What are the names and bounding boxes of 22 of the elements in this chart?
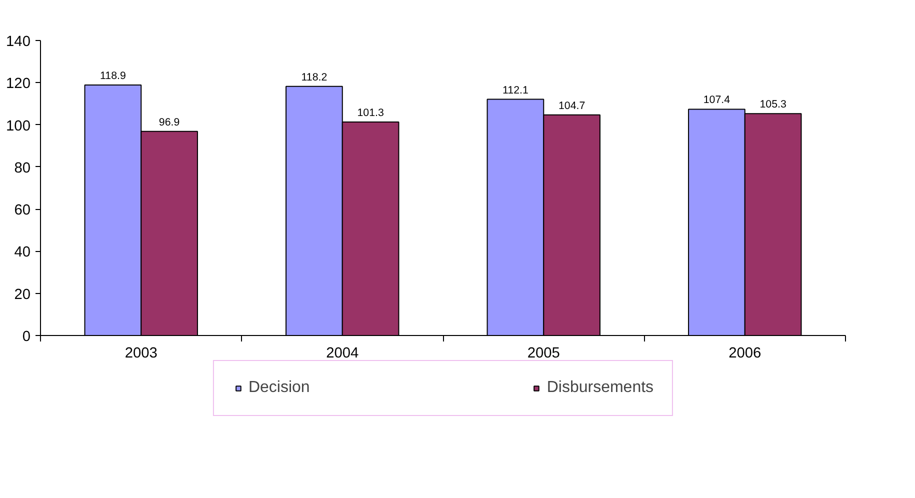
data-label: 96.9 <box>158 116 180 128</box>
legend-label: Disbursements <box>546 379 654 397</box>
y-tick-label: 40 <box>14 244 31 261</box>
y-tick-label: 140 <box>6 34 31 50</box>
y-tick-label: 0 <box>22 329 31 345</box>
data-label: 118.2 <box>301 71 328 84</box>
x-tick-label: 2006 <box>728 346 762 362</box>
y-tick-label: 120 <box>6 76 31 92</box>
data-label: 101.3 <box>357 107 384 120</box>
legend-label: Decision <box>248 379 310 397</box>
x-tick-label: 2005 <box>527 346 560 362</box>
data-label: 107.4 <box>703 94 730 106</box>
x-tick-label: 2004 <box>326 346 359 362</box>
data-label: 104.7 <box>558 100 586 112</box>
x-tick-label: 2003 <box>124 346 158 362</box>
y-tick-label: 60 <box>14 202 31 219</box>
data-label: 112.1 <box>502 84 528 96</box>
y-tick-label: 20 <box>14 286 31 303</box>
y-tick-label: 80 <box>14 160 31 176</box>
data-label: 105.3 <box>760 98 786 111</box>
data-label: 118.9 <box>100 70 126 82</box>
y-tick-label: 100 <box>6 118 31 134</box>
